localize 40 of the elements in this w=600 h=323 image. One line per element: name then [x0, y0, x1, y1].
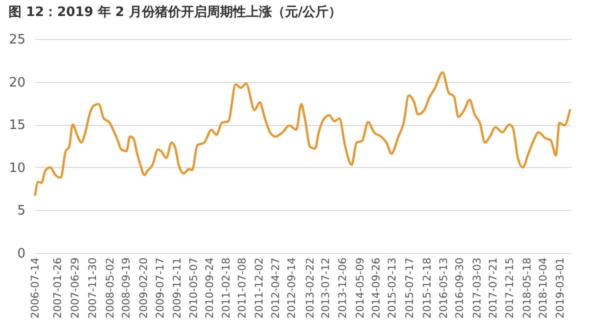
- x-tick-label: 2013-02-22: [304, 258, 316, 319]
- x-tick-label: 2016-05-13: [438, 258, 450, 319]
- x-tick-label: 2011-12-02: [253, 258, 266, 319]
- x-tick-label: 2007-06-29: [69, 258, 82, 319]
- x-tick-label: 2011-07-08: [236, 258, 249, 319]
- x-tick-label: 2011-02-18: [220, 258, 233, 319]
- y-tick-label: 25: [8, 32, 26, 48]
- y-tick-label: 5: [17, 204, 26, 219]
- x-tick-label: 2014-05-09: [354, 258, 366, 319]
- chart-title: 图 12：2019 年 2 月份猪价开启周期性上涨（元/公斤）: [8, 4, 342, 20]
- x-tick-label: 2015-07-17: [404, 258, 416, 319]
- x-tick-label: 2017-07-21: [487, 258, 500, 319]
- y-tick-label: 15: [8, 118, 26, 134]
- x-tick-label: 2012-04-27: [270, 258, 282, 319]
- x-tick-label: 2009-12-11: [171, 258, 184, 319]
- x-tick-label: 2017-12-15: [504, 258, 516, 319]
- x-tick-label: 2016-09-30: [454, 258, 466, 319]
- x-tick-label: 2007-11-30: [86, 258, 99, 319]
- x-tick-label: 2015-12-18: [421, 258, 434, 319]
- x-tick-label: 2009-07-17: [154, 258, 167, 319]
- line-series: [34, 71, 572, 197]
- x-tick-label: 2009-02-20: [138, 258, 150, 319]
- x-tick-label: 2014-09-26: [370, 257, 382, 319]
- x-tick-label: 2018-10-04: [538, 257, 550, 319]
- x-tick-label: 2008-09-19: [120, 258, 132, 319]
- x-tick-label: 2008-05-02: [104, 258, 116, 319]
- y-tick-label: 0: [17, 246, 26, 262]
- x-tick-label: 2019-03-01: [554, 258, 566, 319]
- x-tick-label: 2007-01-26: [52, 257, 64, 319]
- x-tick-label: 2013-07-12: [320, 258, 332, 319]
- x-tick-label: 2012-09-14: [286, 257, 298, 319]
- y-tick-label: 10: [8, 160, 26, 176]
- x-tick-label: 2010-05-07: [188, 258, 200, 319]
- x-tick-label: 2013-12-06: [336, 257, 349, 319]
- x-tick-label: 2018-05-18: [522, 258, 534, 319]
- x-tick-label: 2015-02-13: [386, 258, 398, 319]
- x-tick-label: 2006-07-14: [30, 257, 42, 319]
- x-tick-label: 2010-09-24: [204, 257, 216, 319]
- y-tick-label: 20: [8, 75, 26, 90]
- x-tick-label: 2017-03-03: [472, 258, 484, 319]
